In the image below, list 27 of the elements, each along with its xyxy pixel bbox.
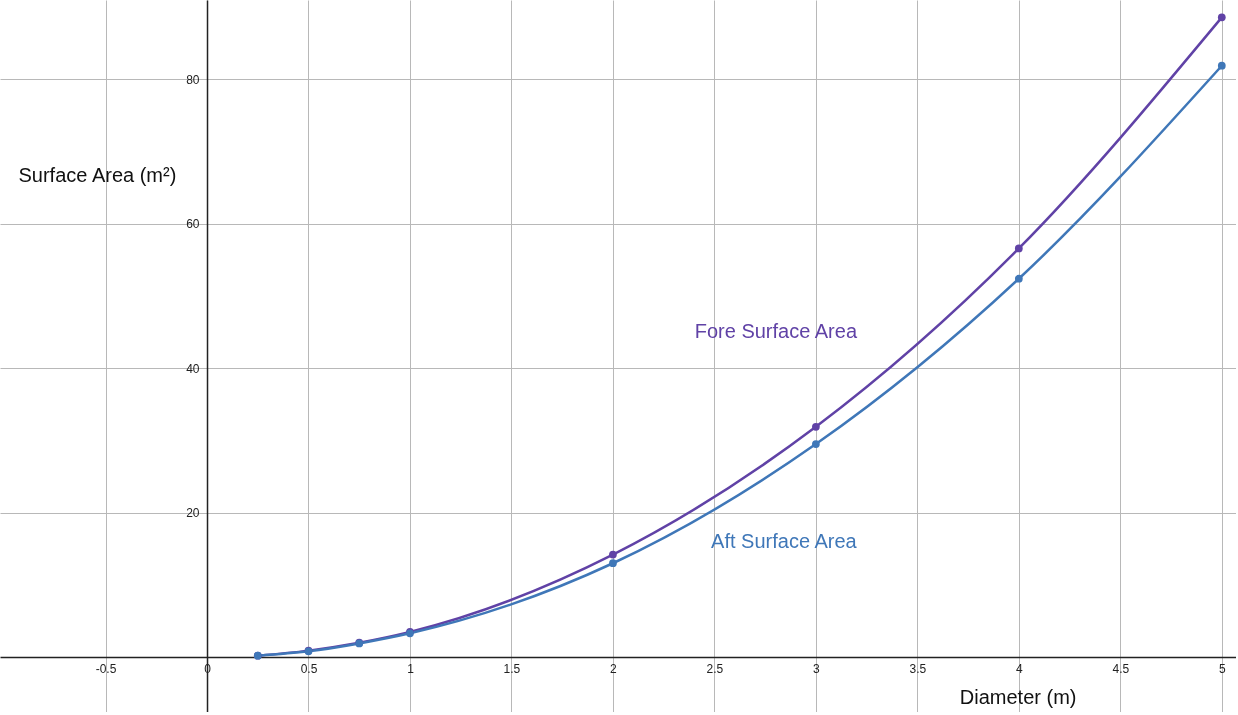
x-tick-label: -0.5 [95,661,117,676]
y-tick-label: 20 [186,506,200,521]
x-tick-label: 0.5 [300,661,318,676]
point [1217,13,1226,22]
x-tick-label: 3 [813,661,821,676]
x-tick-label: 5 [1218,661,1226,676]
x-tick-label: 2 [610,661,618,676]
x-tick-label: 2.5 [706,661,724,676]
text: Fore Surface Area [694,319,858,342]
y-axis-title: Surface Area (m²) [18,163,177,186]
point [1014,274,1023,283]
x-tick-label: 1.5 [503,661,521,676]
point [609,559,617,568]
series-label: Aft Surface Area [711,530,858,553]
point [1014,244,1023,253]
x-tick-label: 1 [407,661,415,676]
x-tick-label: 3.5 [909,661,927,676]
y-tick-label: 80 [186,72,200,87]
point [812,440,820,448]
point [812,422,820,431]
point [1217,61,1226,70]
x-tick-label: 4 [1015,661,1023,676]
x-tick-label: 4.5 [1112,661,1130,676]
x-axis-title: Diameter (m) [959,685,1077,708]
point [609,550,617,559]
y-tick-label: 60 [186,217,200,232]
y-tick-label: 40 [186,361,200,376]
